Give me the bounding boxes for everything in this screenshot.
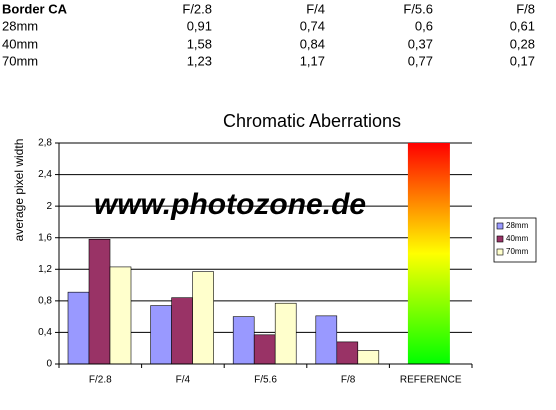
table-row-label: 70mm — [2, 53, 38, 68]
table-cell: 0,61 — [510, 18, 535, 33]
y-tick-label: 1,6 — [38, 232, 52, 243]
y-tick-label: 0,8 — [38, 295, 52, 306]
table-cell: 0,91 — [187, 18, 212, 33]
bar — [232, 316, 255, 365]
y-tick-label: 0,4 — [38, 327, 52, 338]
table-header: F/2.8 — [182, 1, 212, 16]
watermark: www.photozone.de — [94, 188, 366, 221]
bar — [336, 341, 359, 365]
bar — [253, 334, 276, 365]
table-cell: 1,17 — [300, 53, 325, 68]
table-row-label: 28mm — [2, 18, 38, 33]
table-cell: 0,6 — [415, 18, 433, 33]
bar — [150, 305, 172, 365]
bar — [88, 238, 111, 365]
chart-title: Chromatic Aberrations — [223, 111, 401, 131]
table-cell: 0,17 — [510, 53, 535, 68]
table-header: F/8 — [516, 1, 535, 16]
x-tick-label: F/4 — [176, 375, 191, 386]
bar — [357, 350, 380, 365]
x-tick-label: REFERENCE — [400, 375, 462, 386]
table-header: F/4 — [306, 1, 325, 16]
bar — [274, 302, 297, 365]
x-tick-label: F/5.6 — [254, 375, 277, 386]
bar — [192, 271, 214, 365]
y-axis-label: average pixel width — [12, 139, 26, 242]
bar — [171, 297, 193, 365]
table-title: Border CA — [2, 1, 68, 16]
legend-swatch — [496, 248, 504, 256]
y-tick-label: 1,2 — [38, 264, 52, 275]
y-tick-label: 0 — [46, 359, 52, 370]
table-cell: 1,23 — [187, 53, 212, 68]
legend-label: 70mm — [506, 247, 529, 256]
bar — [109, 266, 132, 365]
y-tick-label: 2 — [46, 201, 52, 212]
bar — [67, 291, 90, 365]
table-cell: 0,77 — [408, 53, 433, 68]
x-tick-label: F/8 — [341, 375, 356, 386]
table-cell: 0,74 — [300, 18, 325, 33]
legend-label: 40mm — [506, 234, 529, 243]
table-cell: 1,58 — [187, 36, 212, 51]
bar — [315, 315, 338, 365]
table-cell: 0,37 — [408, 36, 433, 51]
reference-bar — [407, 143, 450, 364]
table-header: F/5.6 — [403, 1, 433, 16]
table-cell: 0,84 — [300, 36, 325, 51]
x-tick-label: F/2.8 — [89, 375, 112, 386]
table-cell: 0,28 — [510, 36, 535, 51]
legend-label: 28mm — [506, 221, 529, 230]
y-tick-label: 2,4 — [38, 169, 52, 180]
y-tick-label: 2,8 — [38, 138, 52, 149]
legend-swatch — [496, 235, 504, 243]
legend-swatch — [496, 222, 504, 230]
table-row-label: 40mm — [2, 36, 38, 51]
